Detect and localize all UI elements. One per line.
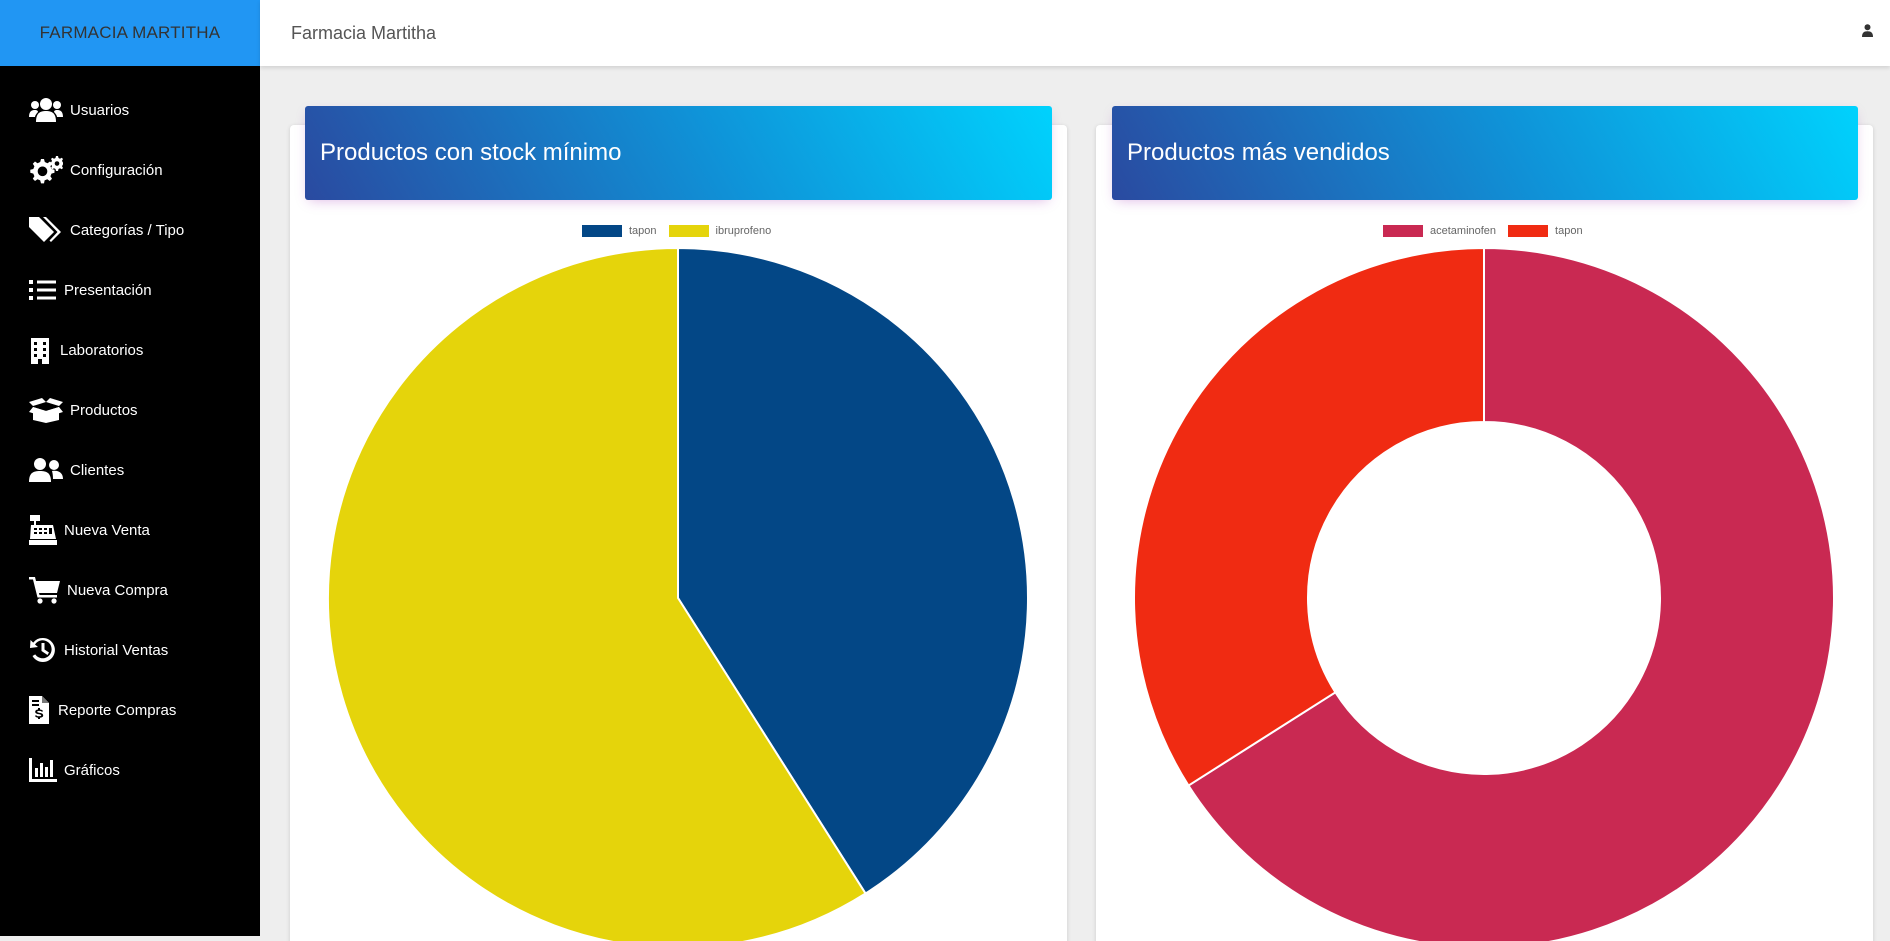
- legend-label: acetaminofen: [1430, 225, 1497, 237]
- sidebar-item-presentacion[interactable]: Presentación: [0, 266, 260, 314]
- card-title: Productos con stock mínimo: [320, 139, 622, 166]
- sidebar-item-nueva-venta[interactable]: Nueva Venta: [0, 506, 260, 554]
- chart-bar-icon: [29, 755, 63, 785]
- sidebar-item-label: Usuarios: [70, 101, 130, 119]
- stock-minimo-header: Productos con stock mínimo: [305, 106, 1052, 200]
- sidebar-item-nueva-compra[interactable]: Nueva Compra: [0, 566, 260, 614]
- sidebar-item-laboratorios[interactable]: Laboratorios: [0, 326, 260, 374]
- list-icon: [29, 275, 63, 305]
- stock-minimo-legend: tapon ibruprofeno: [582, 223, 783, 239]
- sidebar-item-label: Presentación: [64, 281, 152, 299]
- doughnut-slice-tapon[interactable]: [1133, 246, 1485, 787]
- sidebar-item-label: Nueva Compra: [67, 581, 168, 599]
- sidebar-item-label: Gráficos: [64, 761, 120, 779]
- sidebar-item-label: Historial Ventas: [64, 641, 169, 659]
- card-title: Productos más vendidos: [1127, 139, 1390, 166]
- cash-register-icon: [29, 515, 63, 545]
- sidebar-item-clientes[interactable]: Clientes: [0, 446, 260, 494]
- legend-item[interactable]: acetaminofen: [1383, 225, 1496, 237]
- legend-label: tapon: [1555, 225, 1583, 237]
- box-open-icon: [29, 395, 63, 425]
- legend-swatch: [1508, 225, 1549, 237]
- users-icon: [29, 95, 63, 125]
- pie-slice-ibruprofeno[interactable]: [327, 246, 867, 941]
- history-icon: [29, 635, 63, 665]
- legend-swatch: [668, 225, 709, 237]
- sidebar-item-usuarios[interactable]: Usuarios: [0, 86, 260, 134]
- sidebar-item-productos[interactable]: Productos: [0, 386, 260, 434]
- sidebar-item-historial-ventas[interactable]: Historial Ventas: [0, 626, 260, 674]
- legend-swatch: [582, 225, 622, 237]
- sidebar-item-label: Reporte Compras: [58, 701, 177, 719]
- building-icon: [29, 335, 63, 365]
- tags-icon: [29, 215, 63, 245]
- mas-vendidos-legend: acetaminofen tapon: [1383, 223, 1595, 239]
- legend-label: tapon: [629, 225, 657, 237]
- brand-name: FARMACIA MARTITHA: [39, 23, 221, 42]
- legend-item[interactable]: tapon: [582, 225, 657, 237]
- sidebar-item-label: Configuración: [70, 161, 163, 179]
- legend-label: ibruprofeno: [715, 225, 772, 237]
- legend-item[interactable]: tapon: [1508, 225, 1583, 237]
- legend-swatch: [1383, 225, 1423, 237]
- sidebar-item-label: Categorías / Tipo: [70, 221, 185, 239]
- mas-vendidos-header: Productos más vendidos: [1112, 106, 1858, 200]
- sidebar-item-label: Laboratorios: [60, 341, 144, 359]
- sidebar-item-label: Clientes: [70, 461, 125, 479]
- page-title: Farmacia Martitha: [291, 22, 437, 43]
- sidebar-item-reporte-compras[interactable]: Reporte Compras: [0, 686, 260, 734]
- file-invoice-dollar-icon: [29, 695, 63, 725]
- doughnut-slice-acetaminofen[interactable]: [1187, 246, 1835, 941]
- top-navbar: Farmacia Martitha: [260, 0, 1890, 66]
- user-icon[interactable]: [1862, 24, 1876, 40]
- sidebar-item-categorias[interactable]: Categorías / Tipo: [0, 206, 260, 254]
- sidebar-item-label: Productos: [70, 401, 138, 419]
- legend-item[interactable]: ibruprofeno: [668, 225, 772, 237]
- sidebar-item-configuracion[interactable]: Configuración: [0, 146, 260, 194]
- pie-slice-tapon[interactable]: [677, 246, 1029, 895]
- sidebar-item-graficos[interactable]: Gráficos: [0, 746, 260, 794]
- brand-logo[interactable]: FARMACIA MARTITHA: [0, 0, 260, 66]
- shopping-cart-icon: [29, 575, 63, 605]
- gears-icon: [29, 155, 63, 185]
- user-friends-icon: [29, 455, 63, 485]
- sidebar-item-label: Nueva Venta: [64, 521, 150, 539]
- sidebar: Usuarios Configuración Categorías / Tipo…: [0, 66, 260, 936]
